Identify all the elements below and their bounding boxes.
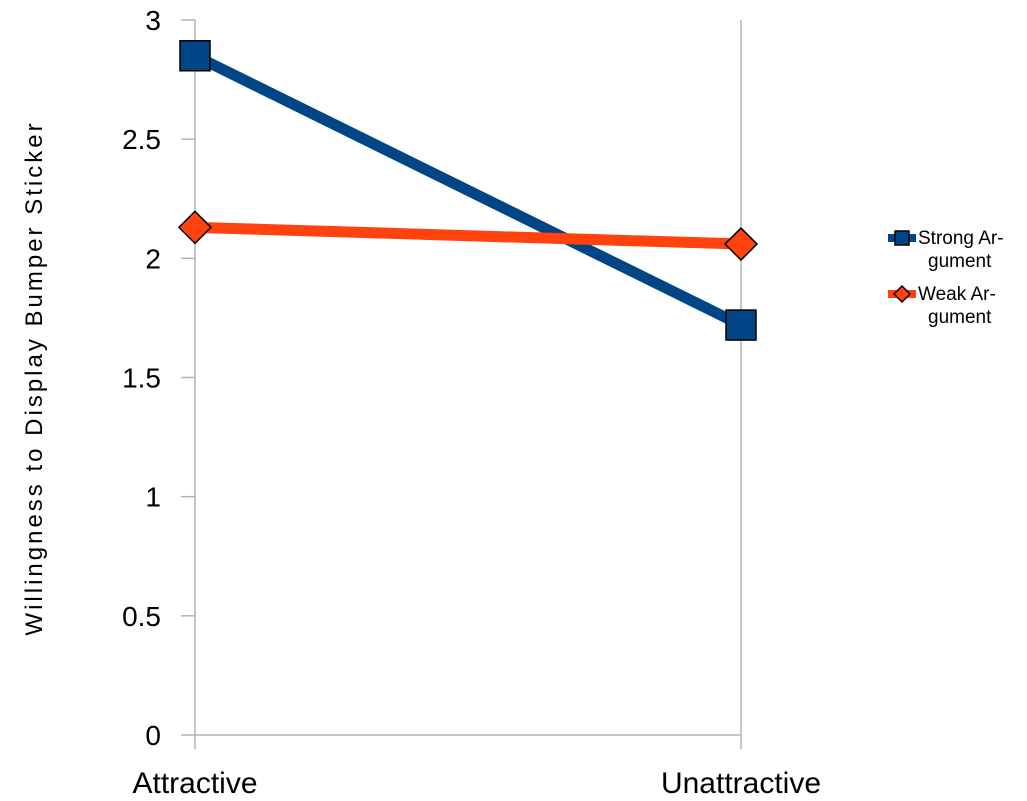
legend-entry-label: Weak Ar-gument: [918, 284, 996, 328]
y-tick-label: 3: [145, 5, 161, 36]
y-tick-label: 2: [145, 243, 161, 274]
y-tick-labels: 0 0.5 1 1.5 2 2.5 3: [122, 5, 161, 751]
x-tick-label: Attractive: [132, 767, 257, 800]
grid-layer: [181, 19, 742, 749]
legend-entry-label: Strong Ar-gument: [918, 228, 1004, 272]
legend-entry-line: Weak Ar-: [918, 284, 996, 305]
series-line-1: [194, 221, 742, 250]
y-tick-label: 0.5: [122, 601, 161, 632]
legend-entry-line: gument: [928, 251, 992, 272]
axis-layer: [194, 20, 741, 736]
y-tick-label: 1.5: [122, 363, 161, 394]
data-point-marker: [179, 40, 211, 72]
legend-swatch-marker: [892, 284, 912, 304]
legend-entry-line: gument: [928, 307, 992, 328]
x-tick-label: Unattractive: [661, 767, 821, 800]
y-axis-label: Willingness to Display Bumper Sticker: [21, 120, 48, 635]
y-tick-label: 2.5: [122, 124, 161, 155]
data-point-marker: [177, 210, 213, 245]
legend-swatch-marker: [894, 230, 910, 246]
legend-entry-line: Strong Ar-: [918, 228, 1004, 249]
data-point-marker: [723, 226, 759, 262]
series-line-0: [192, 50, 744, 330]
data-point-marker: [725, 309, 757, 341]
y-tick-label: 0: [145, 720, 161, 751]
series-layer: [177, 40, 759, 341]
x-tick-labels: Attractive Unattractive: [132, 767, 821, 800]
y-tick-label: 1: [145, 482, 161, 513]
